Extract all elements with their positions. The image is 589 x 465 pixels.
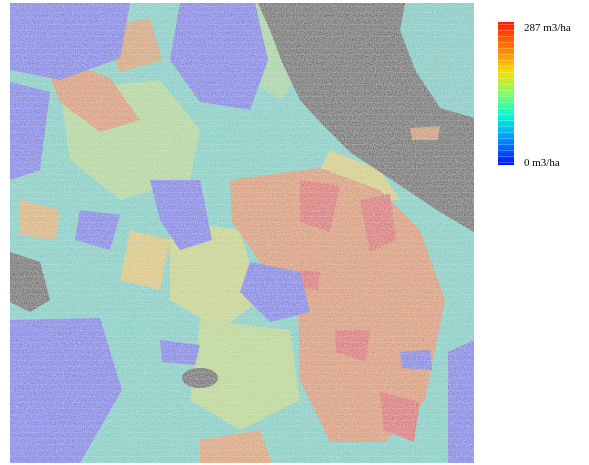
legend-min-label: 0 m3/ha bbox=[524, 157, 560, 169]
raster-texture bbox=[10, 3, 474, 463]
legend-max-label: 287 m3/ha bbox=[524, 22, 571, 34]
legend-ramp-steps bbox=[498, 22, 514, 165]
